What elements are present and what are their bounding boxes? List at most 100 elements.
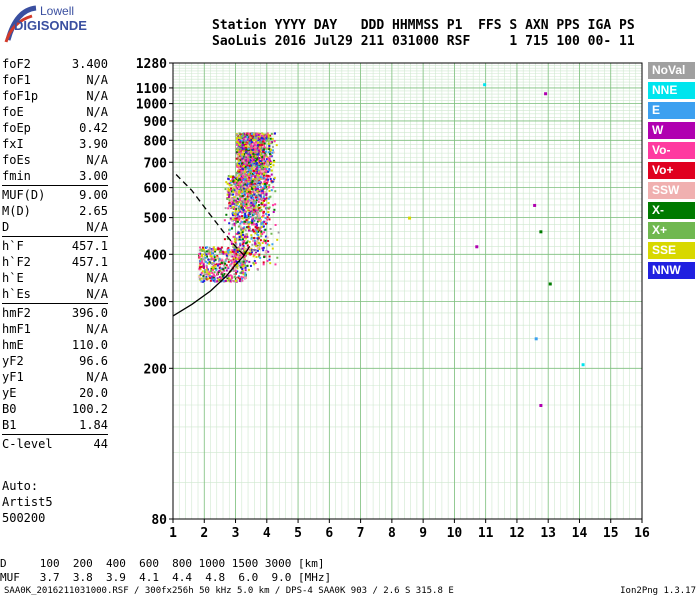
echo-point [255, 180, 258, 183]
echo-point [228, 194, 231, 197]
echo-point [240, 168, 243, 171]
param-value: N/A [86, 73, 108, 87]
echo-point [254, 204, 257, 207]
echo-point [254, 188, 257, 191]
echo-point [256, 162, 259, 165]
echo-point [219, 248, 222, 251]
echo-point [243, 158, 246, 161]
echo-point [246, 150, 249, 153]
echo-point [253, 154, 256, 157]
echo-point [241, 153, 244, 156]
echo-point [233, 182, 236, 185]
echo-point [252, 137, 255, 140]
echo-point [236, 140, 239, 143]
echo-point [242, 258, 245, 261]
echo-point [268, 189, 271, 192]
echo-point [252, 261, 255, 264]
echo-point [255, 156, 258, 159]
echo-point [245, 140, 248, 143]
echo-point [261, 172, 264, 175]
echo-point [248, 210, 251, 213]
echo-point [247, 193, 250, 196]
param-name: fmin [2, 169, 31, 183]
echo-point [257, 146, 260, 149]
echo-point [243, 177, 246, 180]
echo-point [255, 245, 258, 248]
echo-point [229, 181, 232, 184]
echo-point [225, 213, 228, 216]
echo-point [248, 179, 251, 182]
echo-point [238, 171, 241, 174]
data-point-nne [581, 363, 585, 367]
echo-point [248, 247, 251, 250]
echo-point [238, 142, 241, 145]
echo-point [220, 271, 223, 274]
legend-item-ssw: SSW [648, 182, 695, 199]
echo-point [254, 179, 257, 182]
echo-point [255, 143, 258, 146]
echo-point [257, 235, 260, 238]
echo-point [243, 150, 246, 153]
echo-point [253, 187, 256, 190]
echo-point [222, 275, 225, 278]
echo-point [238, 210, 241, 213]
echo-point [243, 132, 246, 135]
echo-point [254, 226, 257, 229]
echo-point [245, 207, 248, 210]
echo-point [243, 235, 246, 238]
echo-point [243, 185, 246, 188]
echo-point [259, 161, 262, 164]
echo-point [227, 277, 230, 280]
echo-point [257, 141, 260, 144]
echo-point [247, 173, 250, 176]
echo-point [240, 172, 243, 175]
echo-point [214, 267, 217, 270]
echo-point [258, 217, 261, 220]
echo-point [255, 151, 258, 154]
echo-point [252, 202, 255, 205]
echo-point [246, 162, 249, 165]
echo-point [239, 153, 242, 156]
echo-point [253, 212, 256, 215]
echo-point [213, 259, 216, 262]
echo-point [232, 267, 235, 270]
echo-point [247, 140, 250, 143]
echo-point [258, 242, 261, 245]
echo-point [253, 144, 256, 147]
echo-point [237, 185, 240, 188]
echo-point [262, 182, 265, 185]
echo-point [232, 214, 235, 217]
echo-point [259, 160, 262, 163]
echo-point [234, 191, 237, 194]
echo-point [237, 256, 240, 259]
echo-point [258, 163, 261, 166]
echo-point [271, 145, 274, 148]
echo-point [238, 189, 241, 192]
echo-point [221, 268, 224, 271]
echo-point [254, 243, 257, 246]
echo-point [251, 132, 254, 135]
echo-point [243, 165, 246, 168]
echo-point [237, 247, 240, 250]
echo-point [273, 160, 276, 163]
legend-item-sse: SSE [648, 242, 695, 259]
echo-point [243, 153, 246, 156]
echo-point [255, 147, 258, 150]
echo-point [202, 275, 205, 278]
echo-point [238, 142, 241, 145]
echo-point [237, 139, 240, 142]
echo-point [262, 163, 265, 166]
echo-point [244, 167, 247, 170]
echo-point [250, 142, 253, 145]
echo-point [208, 261, 211, 264]
echo-point [225, 252, 228, 255]
echo-point [251, 222, 254, 225]
echo-point [237, 148, 240, 151]
param-separator [2, 303, 108, 304]
echo-point [263, 197, 266, 200]
echo-point [245, 197, 248, 200]
echo-point [244, 229, 247, 232]
echo-point [249, 166, 252, 169]
echo-point [259, 136, 262, 139]
echo-point [245, 198, 248, 201]
